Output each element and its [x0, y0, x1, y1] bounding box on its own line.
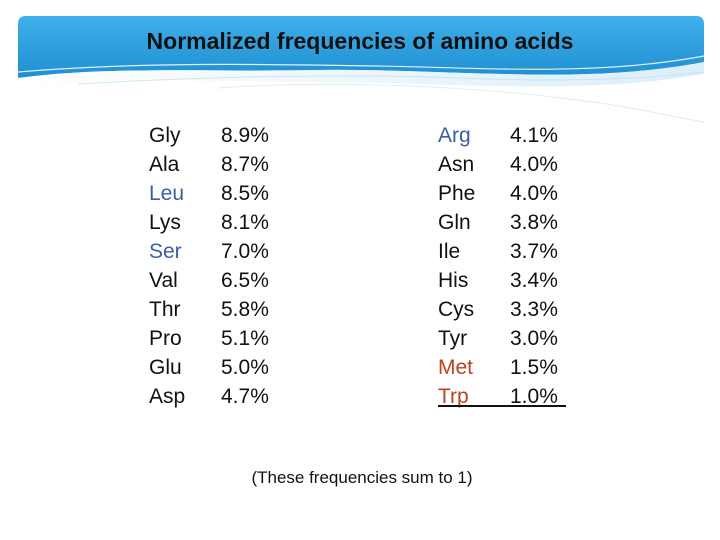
- amino-acid-name: Ser: [149, 240, 182, 263]
- amino-acid-name: Ala: [149, 153, 180, 176]
- frequency-value: 4.1%: [510, 124, 558, 147]
- frequency-value: 5.0%: [221, 356, 269, 379]
- amino-acid-name: Asn: [438, 153, 475, 176]
- amino-acid-name: Trp: [438, 385, 469, 408]
- footnote: (These frequencies sum to 1): [251, 468, 473, 487]
- amino-acid-name: Val: [149, 269, 178, 292]
- amino-acid-name: Gly: [149, 124, 181, 147]
- amino-acid-name: Cys: [438, 298, 475, 321]
- left-frequencies-column: 8.9% 8.7% 8.5% 8.1% 7.0% 6.5% 5.8% 5.1% …: [221, 121, 269, 411]
- amino-acid-name: Glu: [149, 356, 182, 379]
- frequency-value: 7.0%: [221, 240, 269, 263]
- amino-acid-name: Arg: [438, 124, 471, 147]
- frequency-value: 8.9%: [221, 124, 269, 147]
- frequency-value: 8.7%: [221, 153, 269, 176]
- left-names-column: Gly Ala Leu Lys Ser Val Thr Pro Glu Asp: [149, 121, 185, 411]
- right-names-column: Arg Asn Phe Gln Ile His Cys Tyr Met Trp: [438, 121, 475, 411]
- frequency-value: 5.8%: [221, 298, 269, 321]
- amino-acid-name: Lys: [149, 211, 181, 234]
- right-frequencies-column: 4.1% 4.0% 4.0% 3.8% 3.7% 3.4% 3.3% 3.0% …: [510, 121, 558, 411]
- frequency-value: 3.3%: [510, 298, 558, 321]
- frequency-value: 4.0%: [510, 182, 558, 205]
- frequency-value: 1.0%: [510, 385, 558, 408]
- frequency-value: 4.0%: [510, 153, 558, 176]
- frequency-value: 8.5%: [221, 182, 269, 205]
- frequency-value: 1.5%: [510, 356, 558, 379]
- amino-acid-name: Ile: [438, 240, 461, 263]
- frequency-value: 3.0%: [510, 327, 558, 350]
- frequency-value: 8.1%: [221, 211, 269, 234]
- last-row-underline: [438, 405, 566, 407]
- frequency-value: 4.7%: [221, 385, 269, 408]
- amino-acid-name: Asp: [149, 385, 186, 408]
- amino-acid-name: Gln: [438, 211, 471, 234]
- amino-acid-name: His: [438, 269, 469, 292]
- amino-acid-name: Tyr: [438, 327, 468, 350]
- frequency-value: 3.4%: [510, 269, 558, 292]
- amino-acid-name: Phe: [438, 182, 476, 205]
- title-banner: [18, 16, 704, 124]
- wave-banner-graphic: [18, 16, 704, 123]
- frequency-value: 6.5%: [221, 269, 269, 292]
- amino-acid-name: Thr: [149, 298, 181, 321]
- amino-acid-name: Pro: [149, 327, 182, 350]
- slide-title: Normalized frequencies of amino acids: [146, 28, 574, 54]
- frequency-value: 3.8%: [510, 211, 558, 234]
- frequency-value: 5.1%: [221, 327, 269, 350]
- amino-acid-name: Met: [438, 356, 474, 379]
- amino-acid-name: Leu: [149, 182, 185, 205]
- frequency-value: 3.7%: [510, 240, 558, 263]
